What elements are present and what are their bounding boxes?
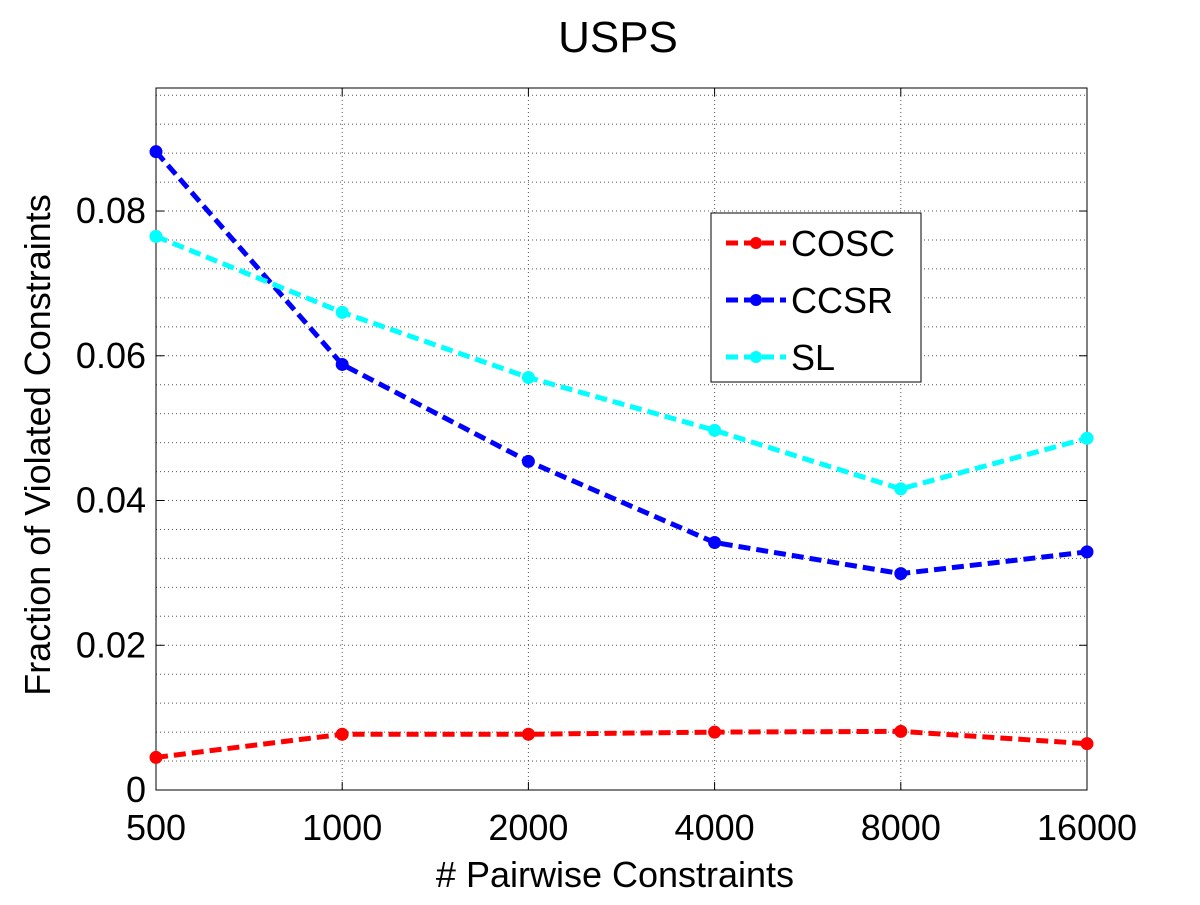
y-tick-label: 0.04	[76, 480, 146, 521]
x-tick-label: 2000	[488, 807, 568, 848]
data-point-cosc	[1080, 737, 1094, 751]
legend-marker-ccsr	[750, 294, 762, 306]
data-point-cosc	[149, 750, 163, 764]
y-axis-label: Fraction of Violated Constraints	[17, 194, 58, 696]
data-point-sl	[1080, 431, 1094, 445]
legend-label-cosc: COSC	[791, 223, 895, 264]
data-point-ccsr	[335, 357, 349, 371]
legend-label-sl: SL	[791, 337, 835, 378]
legend-marker-cosc	[750, 237, 762, 249]
x-tick-label: 8000	[861, 807, 941, 848]
y-tick-label: 0.06	[76, 335, 146, 376]
data-point-ccsr	[708, 535, 722, 549]
series-line-cosc	[155, 728, 1088, 760]
data-point-ccsr	[149, 145, 163, 159]
axis-ticks	[155, 88, 1088, 791]
data-point-cosc	[894, 724, 908, 738]
x-tick-label: 16000	[1037, 807, 1137, 848]
x-axis-label: # Pairwise Constraints	[436, 854, 794, 895]
data-point-sl	[894, 482, 908, 496]
tick-labels: 500 1000 2000 4000 8000 16000 0 0.02 0.04 0.06 0.0…	[76, 190, 1137, 848]
data-point-sl	[521, 370, 535, 384]
y-tick-label: 0.02	[76, 624, 146, 665]
chart-title: USPS	[558, 13, 678, 62]
data-point-sl	[335, 305, 349, 319]
x-tick-label: 1000	[302, 807, 382, 848]
series-lines	[149, 145, 1094, 764]
legend: COSC CCSR SL	[710, 212, 922, 383]
data-point-ccsr	[521, 454, 535, 468]
data-point-ccsr	[894, 567, 908, 581]
grid-lines	[156, 88, 1088, 790]
plot-frame	[155, 87, 1088, 791]
data-point-sl	[149, 229, 163, 243]
y-tick-label: 0.08	[76, 190, 146, 231]
data-point-cosc	[521, 727, 535, 741]
data-point-cosc	[335, 727, 349, 741]
data-point-sl	[708, 423, 722, 437]
data-point-cosc	[708, 725, 722, 739]
legend-label-ccsr: CCSR	[791, 280, 893, 321]
x-tick-label: 4000	[675, 807, 755, 848]
legend-marker-sl	[750, 351, 762, 363]
series-line-ccsr	[154, 150, 1088, 577]
y-tick-label: 0	[126, 769, 146, 810]
x-tick-label: 500	[126, 807, 186, 848]
series-line-sl	[155, 234, 1088, 492]
data-point-ccsr	[1080, 545, 1094, 559]
